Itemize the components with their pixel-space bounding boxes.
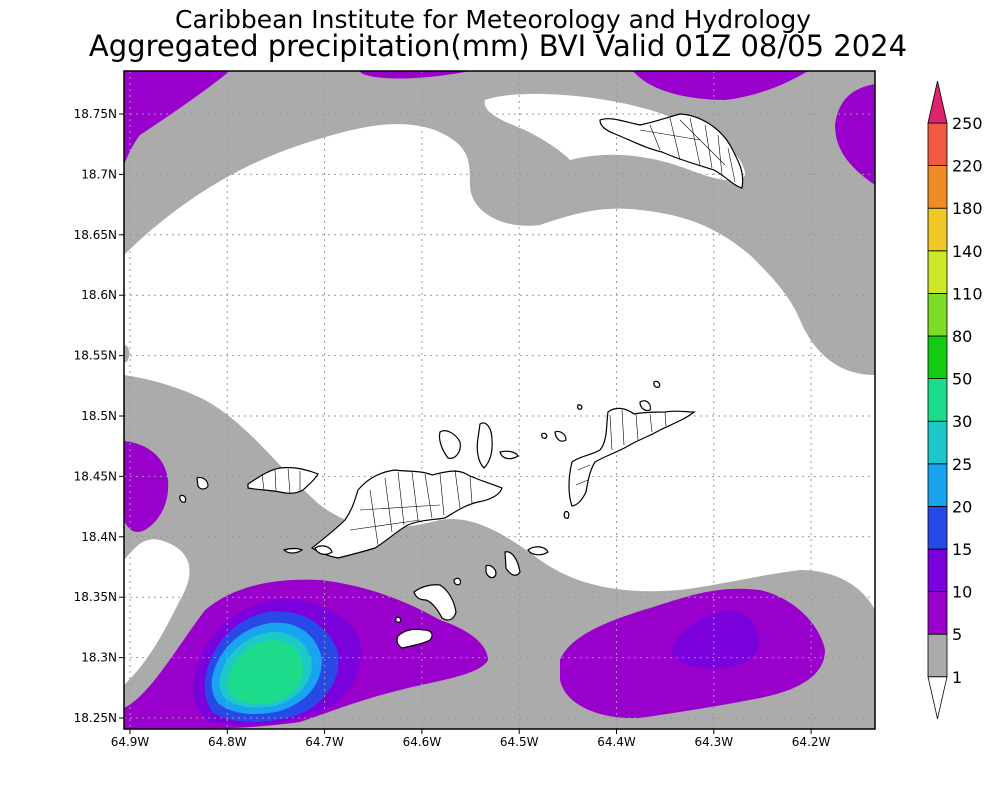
institute-title: Caribbean Institute for Meteorology and … bbox=[175, 5, 811, 34]
colorbar-label: 220 bbox=[952, 157, 983, 176]
map-frame bbox=[123, 70, 876, 730]
lon-tick-label: 64.3W bbox=[695, 735, 734, 749]
colorbar-label: 5 bbox=[952, 625, 962, 644]
lon-tick-label: 64.6W bbox=[403, 735, 442, 749]
colorbar-label: 110 bbox=[952, 284, 983, 303]
lat-tick-label: 18.35N bbox=[74, 590, 117, 604]
map-plot-area bbox=[124, 71, 875, 729]
colorbar-segment bbox=[927, 250, 948, 294]
lat-tick-label: 18.6N bbox=[81, 288, 117, 302]
map-title: Aggregated precipitation(mm) BVI Valid 0… bbox=[89, 29, 907, 63]
colorbar-over-triangle bbox=[927, 80, 948, 124]
lat-tick-label: 18.3N bbox=[81, 651, 117, 665]
colorbar-label: 80 bbox=[952, 327, 972, 346]
colorbar-segment bbox=[927, 463, 948, 507]
lat-tick-label: 18.5N bbox=[81, 409, 117, 423]
colorbar-label: 1 bbox=[952, 668, 962, 687]
colorbar-segment bbox=[927, 207, 948, 252]
colorbar-segment bbox=[927, 548, 948, 592]
colorbar-under-triangle bbox=[927, 676, 948, 719]
colorbar-label: 15 bbox=[952, 540, 972, 559]
longitude-axis: 64.9W 64.8W 64.7W 64.6W 64.5W 64.4W 64.3W 64.2W bbox=[111, 729, 831, 749]
lat-tick-label: 18.65N bbox=[74, 228, 117, 242]
lon-tick-label: 64.5W bbox=[500, 735, 539, 749]
lon-tick-label: 64.7W bbox=[305, 735, 344, 749]
lat-tick-label: 18.55N bbox=[74, 349, 117, 363]
lat-tick-label: 18.45N bbox=[74, 469, 117, 483]
map-gridlines bbox=[124, 71, 875, 729]
colorbar-label: 50 bbox=[952, 370, 972, 389]
lat-tick-label: 18.75N bbox=[74, 107, 117, 121]
colorbar-segment bbox=[927, 292, 948, 337]
latitude-axis: 18.75N 18.7N 18.65N 18.6N 18.55N 18.5N 18.45N 1… bbox=[74, 107, 124, 725]
lon-tick-label: 64.2W bbox=[792, 735, 831, 749]
colorbar-segment bbox=[927, 505, 948, 550]
colorbar-segment bbox=[927, 378, 948, 422]
colorbar-label: 30 bbox=[952, 412, 972, 431]
island-st-john bbox=[310, 469, 503, 559]
lon-tick-label: 64.4W bbox=[597, 735, 636, 749]
island-st-thomas bbox=[247, 466, 319, 494]
island-st-croix bbox=[599, 113, 744, 189]
colorbar-segment bbox=[927, 633, 948, 678]
lon-tick-label: 64.8W bbox=[208, 735, 247, 749]
colorbar-label: 140 bbox=[952, 242, 983, 261]
colorbar-segment bbox=[927, 122, 948, 166]
colorbar-label: 10 bbox=[952, 583, 972, 602]
colorbar-label: 25 bbox=[952, 455, 972, 474]
lat-tick-label: 18.7N bbox=[81, 167, 117, 181]
lon-tick-label: 64.9W bbox=[111, 735, 150, 749]
colorbar-label: 250 bbox=[952, 114, 983, 133]
colorbar-segment bbox=[927, 591, 948, 635]
colorbar-segment bbox=[927, 420, 948, 465]
lat-tick-label: 18.4N bbox=[81, 530, 117, 544]
precip-band-30-50mm bbox=[227, 639, 303, 704]
coastline-outlines bbox=[179, 113, 744, 649]
island-virgin-gorda bbox=[568, 407, 696, 507]
colorbar-segment bbox=[927, 335, 948, 379]
colorbar-label: 180 bbox=[952, 199, 983, 218]
lat-tick-label: 18.25N bbox=[74, 711, 117, 725]
colorbar-segment bbox=[927, 165, 948, 209]
colorbar-label: 20 bbox=[952, 497, 972, 516]
